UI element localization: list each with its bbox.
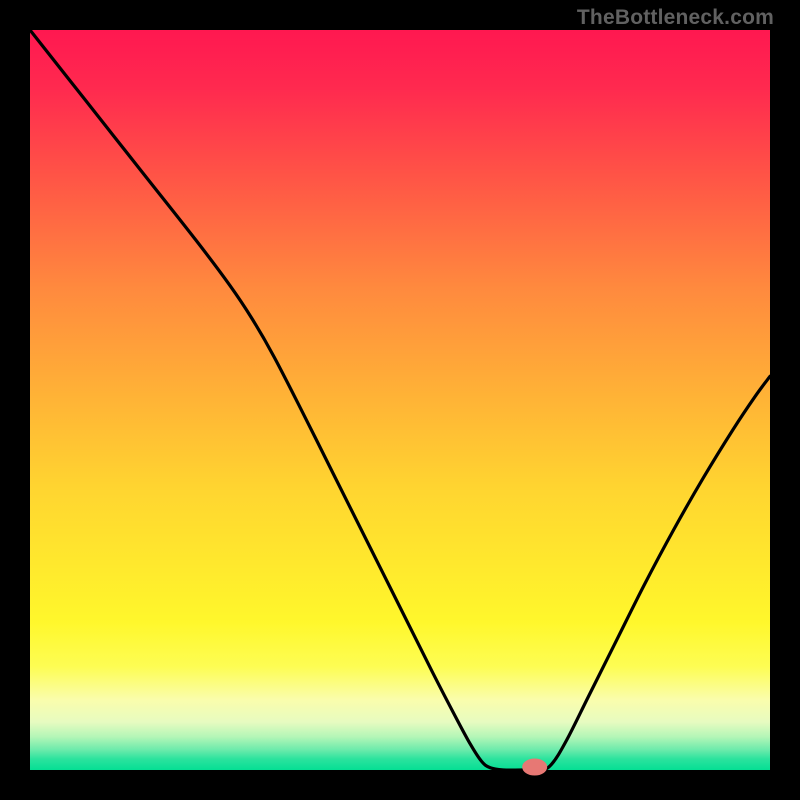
bottleneck-chart [0, 0, 800, 800]
plot-background [30, 30, 770, 770]
chart-frame: TheBottleneck.com [0, 0, 800, 800]
watermark-text: TheBottleneck.com [577, 6, 774, 30]
optimal-marker [523, 759, 547, 775]
